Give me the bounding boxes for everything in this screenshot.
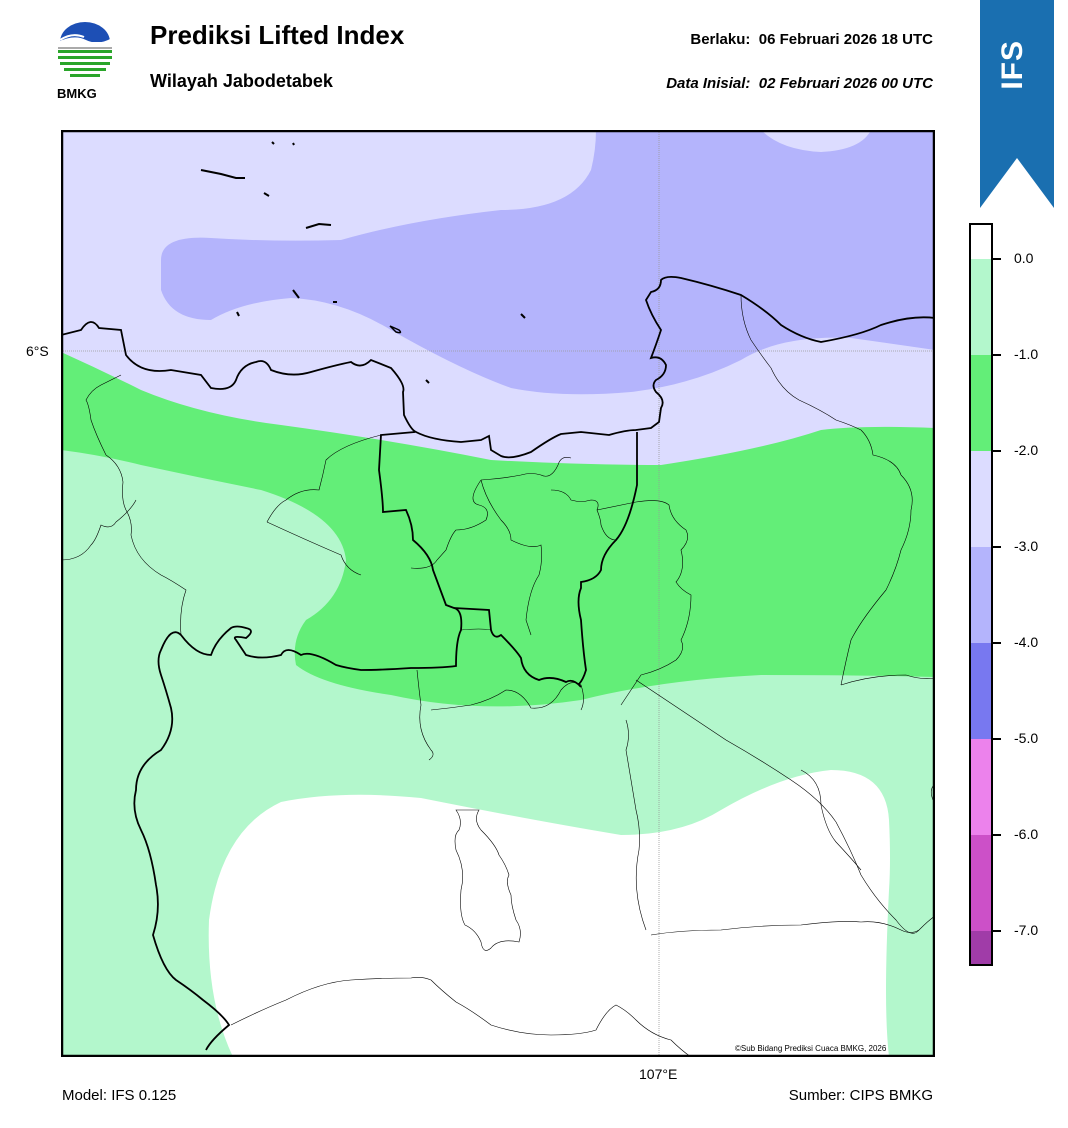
island (425, 379, 430, 384)
valid-time: Berlaku: 06 Februari 2026 18 UTC (690, 31, 933, 48)
island (236, 311, 240, 317)
colorbar-tick-label: 0.0 (1014, 250, 1034, 266)
island (305, 222, 332, 229)
model-label: Model: IFS 0.125 (62, 1087, 177, 1104)
colorbar-segment (971, 547, 991, 643)
colorbar-tick-mark (993, 546, 1001, 548)
bmkg-logo-icon (54, 20, 116, 84)
island (292, 142, 295, 146)
init-time: Data Inisial: 02 Februari 2026 00 UTC (666, 75, 933, 92)
colorbar-tick-mark (993, 354, 1001, 356)
valid-time-value: 06 Februari 2026 18 UTC (758, 31, 933, 48)
island (263, 192, 270, 197)
ribbon-label: IFS (996, 40, 1029, 90)
colorbar-tick-mark (993, 450, 1001, 452)
province-border (133, 431, 463, 1051)
island (292, 289, 300, 299)
colorbar-tick-mark (993, 738, 1001, 740)
lon-label: 107°E (639, 1066, 678, 1082)
colorbar-segment (971, 931, 991, 965)
source-label: Sumber: CIPS BMKG (788, 1087, 933, 1104)
li-band-positive (208, 770, 890, 1057)
li-patch-top (761, 130, 871, 152)
colorbar-tick-label: -5.0 (1014, 730, 1039, 746)
colorbar-tick-mark (993, 642, 1001, 644)
coastline (61, 275, 935, 459)
colorbar-segment (971, 739, 991, 835)
colorbar (969, 223, 993, 967)
li-band-3-4 (161, 130, 935, 395)
colorbar-tick-label: -4.0 (1014, 634, 1039, 650)
colorbar-tick-label: -7.0 (1014, 922, 1039, 938)
island (200, 169, 245, 179)
init-time-value: 02 Februari 2026 00 UTC (758, 75, 933, 92)
init-time-label: Data Inisial: (666, 75, 751, 92)
island (389, 325, 402, 334)
colorbar-tick-label: -1.0 (1014, 346, 1039, 362)
colorbar-segment (971, 835, 991, 931)
colorbar-tick-mark (993, 834, 1001, 836)
province-border (577, 432, 638, 685)
copyright-text: ©Sub Bidang Prediksi Cuaca BMKG, 2026 (735, 1044, 887, 1053)
province-border (453, 607, 582, 688)
colorbar-segment (971, 451, 991, 547)
regency-borders (61, 294, 935, 1057)
colorbar-tick-label: -3.0 (1014, 538, 1039, 554)
logo-text: BMKG (57, 86, 97, 101)
island (271, 141, 275, 145)
map-panel (60, 129, 936, 1058)
colorbar-segment (971, 224, 991, 259)
colorbar-tick-mark (993, 258, 1001, 260)
island (520, 313, 526, 319)
lat-label: 6°S (26, 343, 49, 359)
colorbar-segment (971, 259, 991, 355)
colorbar-tick-label: -6.0 (1014, 826, 1039, 842)
colorbar-tick-label: -2.0 (1014, 442, 1039, 458)
ifs-ribbon (980, 0, 1054, 208)
colorbar-tick-mark (993, 930, 1001, 932)
valid-time-label: Berlaku: (690, 31, 751, 48)
colorbar-segment (971, 355, 991, 451)
page-subtitle: Wilayah Jabodetabek (150, 71, 333, 91)
page-title: Prediksi Lifted Index (150, 20, 405, 50)
colorbar-segment (971, 643, 991, 739)
